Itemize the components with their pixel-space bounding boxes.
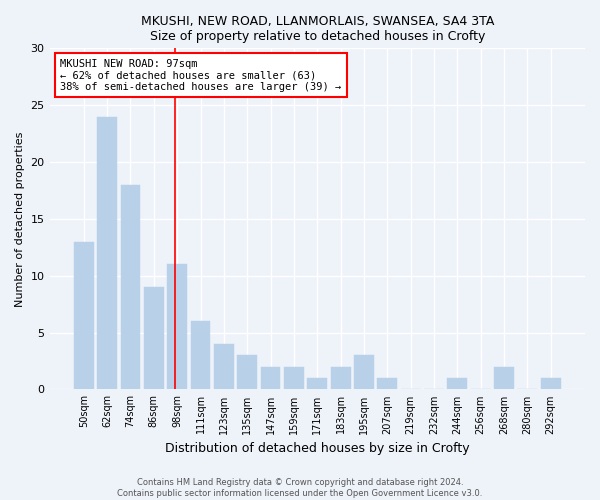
Bar bbox=[97, 116, 117, 390]
Bar bbox=[144, 287, 164, 390]
Bar bbox=[494, 366, 514, 390]
Bar bbox=[260, 366, 280, 390]
X-axis label: Distribution of detached houses by size in Crofty: Distribution of detached houses by size … bbox=[165, 442, 470, 455]
Bar bbox=[377, 378, 397, 390]
Bar bbox=[354, 356, 374, 390]
Bar bbox=[307, 378, 327, 390]
Bar bbox=[167, 264, 187, 390]
Bar bbox=[331, 366, 350, 390]
Text: Contains HM Land Registry data © Crown copyright and database right 2024.
Contai: Contains HM Land Registry data © Crown c… bbox=[118, 478, 482, 498]
Bar bbox=[214, 344, 234, 390]
Bar bbox=[238, 356, 257, 390]
Bar bbox=[74, 242, 94, 390]
Title: MKUSHI, NEW ROAD, LLANMORLAIS, SWANSEA, SA4 3TA
Size of property relative to det: MKUSHI, NEW ROAD, LLANMORLAIS, SWANSEA, … bbox=[140, 15, 494, 43]
Bar bbox=[448, 378, 467, 390]
Text: MKUSHI NEW ROAD: 97sqm
← 62% of detached houses are smaller (63)
38% of semi-det: MKUSHI NEW ROAD: 97sqm ← 62% of detached… bbox=[60, 58, 341, 92]
Y-axis label: Number of detached properties: Number of detached properties bbox=[15, 131, 25, 306]
Bar bbox=[284, 366, 304, 390]
Bar bbox=[191, 321, 211, 390]
Bar bbox=[541, 378, 560, 390]
Bar bbox=[121, 185, 140, 390]
